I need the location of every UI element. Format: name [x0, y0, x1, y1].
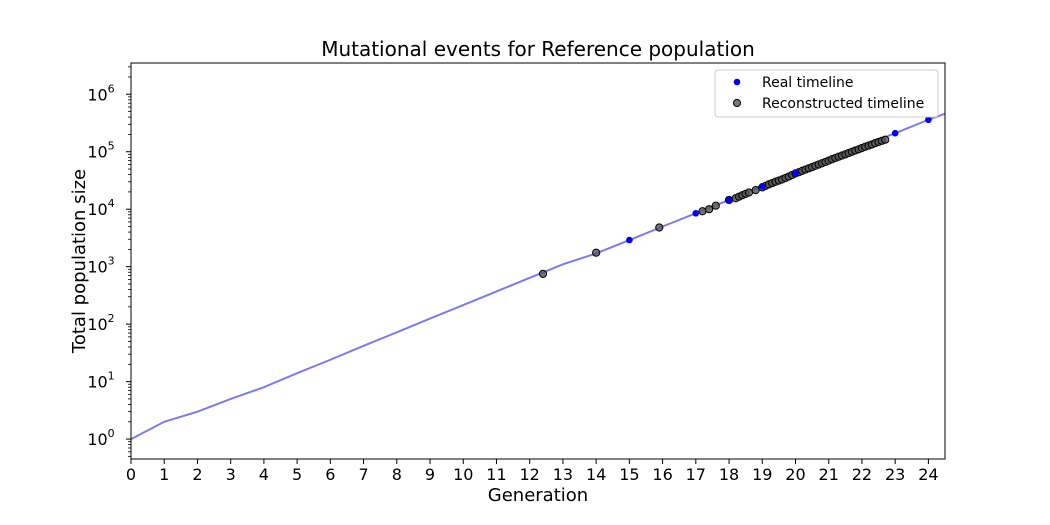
y-tick-label: 104	[87, 197, 114, 219]
plot-frame	[130, 62, 946, 460]
plot-area: 0 1 2 3 4 5 6 7 8 9 10 11 12 13 14 15 16 17 18 19 20 21 22 23 24…	[87, 62, 946, 484]
reconstructed-timeline-point	[698, 207, 707, 216]
y-tick-label: 102	[87, 312, 114, 334]
x-tick-label: 8	[392, 465, 402, 484]
reconstructed-timeline-point	[881, 135, 890, 144]
legend: Real timeline Reconstructed timeline	[714, 69, 939, 118]
y-axis-label: Total population size	[69, 169, 90, 354]
reconstructed-timeline-point	[744, 188, 754, 197]
x-tick-label: 24	[918, 465, 938, 484]
reconstructed-timeline-point	[655, 223, 664, 232]
x-tick-label: 15	[619, 465, 639, 484]
real-timeline-point	[725, 196, 733, 204]
x-tick-label: 0	[126, 465, 136, 484]
x-tick-label: 7	[358, 465, 368, 484]
x-tick-label: 11	[486, 465, 506, 484]
legend-marker-reconstructed	[732, 98, 742, 108]
reconstructed-timeline-point	[592, 248, 601, 257]
x-tick-label: 17	[686, 465, 706, 484]
chart-title: Mutational events for Reference populati…	[321, 37, 755, 61]
y-tick-label: 106	[87, 82, 114, 104]
real-timeline-point	[626, 236, 633, 244]
y-tick-label: 101	[87, 370, 114, 392]
real-timeline-point	[925, 116, 932, 124]
x-tick-label: 4	[259, 465, 269, 484]
legend-marker-real	[733, 78, 741, 86]
legend-label-reconstructed: Reconstructed timeline	[762, 96, 924, 112]
real-timeline-point	[692, 209, 700, 217]
x-tick-label: 21	[819, 465, 839, 484]
reconstructed-timeline-point	[751, 186, 760, 195]
x-tick-label: 9	[425, 465, 435, 484]
x-tick-label: 20	[785, 465, 805, 484]
x-axis-label: Generation	[488, 485, 588, 506]
x-tick-label: 19	[752, 465, 772, 484]
y-tick-label: 105	[87, 140, 114, 162]
reconstructed-timeline-point	[705, 205, 714, 214]
x-tick-label: 5	[292, 465, 302, 484]
x-tick-label: 6	[325, 465, 335, 484]
x-tick-label: 1	[159, 465, 169, 484]
x-tick-label: 10	[453, 465, 473, 484]
reconstructed-timeline-point	[711, 201, 720, 210]
reconstructed-timeline-point	[538, 269, 548, 278]
x-tick-label: 2	[192, 465, 202, 484]
x-tick-label: 23	[885, 465, 905, 484]
x-tick-label: 22	[852, 465, 872, 484]
real-timeline-point	[891, 129, 899, 137]
real-timeline-point	[792, 169, 799, 177]
legend-box	[714, 69, 939, 118]
y-tick-label: 100	[87, 427, 114, 449]
x-tick-label: 18	[719, 465, 739, 484]
x-tick-label: 12	[520, 465, 540, 484]
real-timeline-point	[758, 183, 766, 190]
x-tick-label: 3	[226, 465, 236, 484]
x-tick-label: 14	[586, 465, 606, 484]
x-tick-label: 16	[652, 465, 672, 484]
x-tick-label: 13	[553, 465, 573, 484]
y-tick-label: 103	[87, 255, 114, 277]
legend-label-real: Real timeline	[762, 75, 854, 91]
